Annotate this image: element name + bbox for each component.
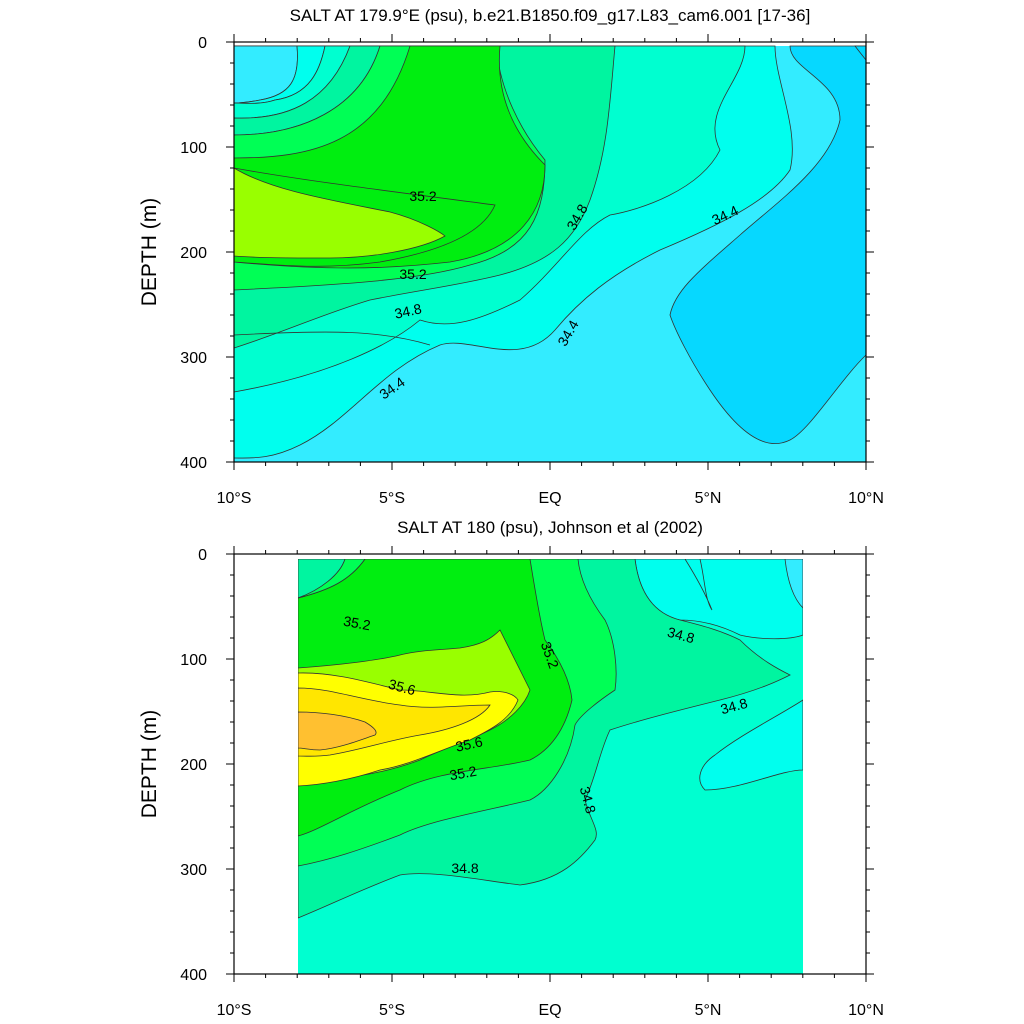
x-tick-label: 5°N	[695, 490, 722, 507]
x-tick-label: 5°S	[379, 1002, 405, 1019]
y-tick-label: 400	[180, 455, 207, 472]
contour-label: 34.8	[666, 624, 697, 647]
y-tick-label: 100	[180, 140, 207, 157]
y-tick-label: 200	[180, 245, 207, 262]
contour-band	[854, 45, 866, 61]
y-tick-label: 200	[180, 757, 207, 774]
y-tick-label: 300	[180, 862, 207, 879]
y-tick-label: 300	[180, 350, 207, 367]
contour-label: 34.8	[451, 860, 478, 876]
contour-label: 35.2	[399, 266, 426, 282]
no-data-region	[234, 554, 298, 974]
x-tick-labels: 10°S 5°S EQ 5°N 10°N	[217, 1002, 884, 1019]
y-tick-label: 100	[180, 652, 207, 669]
x-tick-label: EQ	[538, 1002, 561, 1019]
contour-labels: 35.2 35.6 35.6 35.2 35.2 34.8 34.8 34.8 …	[342, 613, 749, 876]
x-tick-label: EQ	[538, 490, 561, 507]
y-tick-label: 0	[198, 35, 207, 52]
y-axis-label: DEPTH (m)	[138, 198, 161, 307]
contour-label: 35.6	[454, 733, 484, 754]
y-tick-labels: 0 100 200 300 400	[180, 35, 207, 472]
contour-fill	[234, 45, 866, 462]
panel-observations: SALT AT 180 (psu), Johnson et al (2002)	[138, 518, 884, 1019]
contour-band	[234, 167, 446, 259]
contour-band	[297, 711, 377, 751]
contour-label: 35.2	[448, 763, 478, 784]
contour-band	[669, 45, 866, 444]
panel-model: SALT AT 179.9°E (psu), b.e21.B1850.f09_g…	[138, 6, 884, 507]
y-axis-label: DEPTH (m)	[138, 710, 161, 819]
panel-title: SALT AT 180 (psu), Johnson et al (2002)	[397, 518, 703, 537]
contour-band	[699, 699, 804, 791]
contour-label: 35.2	[342, 613, 372, 634]
contour-label: 34.8	[719, 695, 750, 718]
y-tick-label: 0	[198, 547, 207, 564]
contour-label: 34.8	[577, 785, 600, 816]
contour-label: 35.2	[409, 188, 436, 204]
x-tick-label: 10°S	[217, 1002, 252, 1019]
contour-line	[234, 331, 431, 346]
contour-band	[234, 45, 411, 159]
tick-marks	[226, 546, 874, 982]
x-tick-label: 10°N	[848, 490, 884, 507]
y-tick-label: 400	[180, 967, 207, 984]
contour-fill	[234, 554, 866, 974]
x-tick-label: 10°N	[848, 1002, 884, 1019]
contour-label: 35.6	[387, 676, 418, 699]
x-tick-labels: 10°S 5°S EQ 5°N 10°N	[217, 490, 884, 507]
tick-marks	[226, 34, 874, 470]
x-tick-label: 5°S	[379, 490, 405, 507]
no-data-region	[803, 554, 866, 974]
x-tick-label: 10°S	[217, 490, 252, 507]
contour-label: 34.8	[393, 300, 423, 321]
y-tick-labels: 0 100 200 300 400	[180, 547, 207, 984]
contour-band	[684, 558, 713, 611]
panel-title: SALT AT 179.9°E (psu), b.e21.B1850.f09_g…	[290, 6, 811, 25]
x-tick-label: 5°N	[695, 1002, 722, 1019]
no-data-region	[234, 554, 866, 559]
